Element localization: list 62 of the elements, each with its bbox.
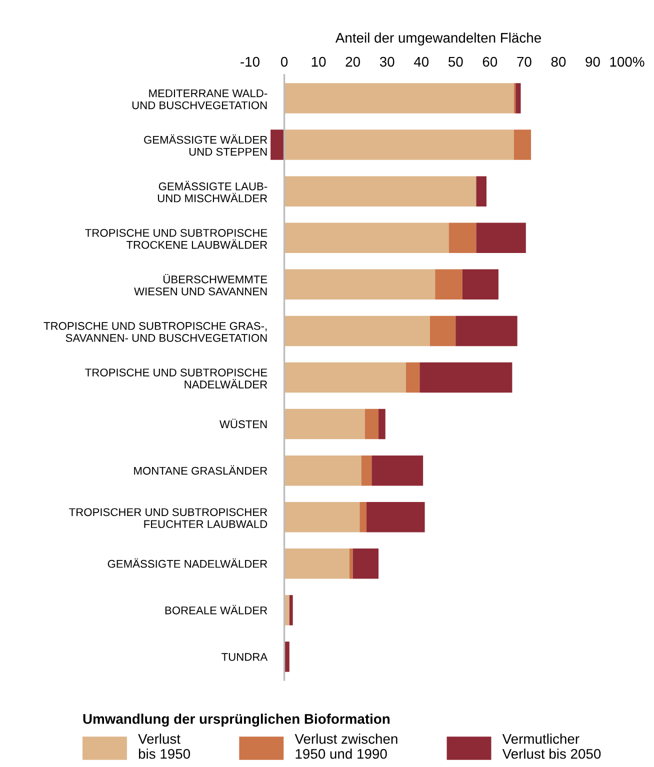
x-tick-label: 90: [586, 56, 600, 67]
bar: [476, 222, 526, 254]
legend-label: Verlust zwischen 1950 und 1990: [294, 734, 398, 759]
bar: [378, 408, 386, 440]
bar: [366, 502, 425, 532]
bar: [284, 269, 436, 300]
bar: [349, 548, 353, 579]
bar: [284, 548, 350, 579]
y-tick-label: BOREALE WÄLDER: [165, 604, 268, 614]
bar: [448, 222, 476, 254]
x-tick-label: 20: [346, 56, 360, 67]
y-tick-label: GEMÄSSIGTE WÄLDER UND STEPPEN: [144, 134, 268, 156]
x-tick-label: 60: [482, 56, 498, 67]
bar: [284, 502, 360, 532]
y-tick-label: TROPISCHE UND SUBTROPISCHE GRAS-, SAVANNEN- UND BUSCHVEGETATION: [44, 322, 267, 342]
y-tick-label: GEMÄSSIGTE LAUB- UND MISCHWÄLDER: [158, 180, 268, 202]
bar: [514, 130, 532, 160]
bar: [284, 455, 362, 486]
bar: [360, 502, 367, 532]
bar: [289, 595, 293, 626]
x-tick-label: 40: [414, 56, 429, 67]
bar: [352, 548, 379, 579]
bar: [284, 222, 449, 254]
x-tick-label: 70: [517, 56, 532, 67]
bar: [406, 362, 420, 393]
y-tick-label: GEMÄSSIGTE NADELWÄLDER: [108, 558, 268, 568]
x-tick-label: 100%: [610, 56, 644, 67]
x-axis-title: Anteil der umgewandelten Fläche: [335, 32, 541, 46]
legend-label: Vermutlicher Verlust bis 2050: [502, 734, 601, 759]
bar: [430, 316, 456, 346]
bar: [284, 408, 365, 440]
y-tick-label: TROPISCHE UND SUBTROPISCHE TROCKENE LAUBWÄLDER: [85, 228, 268, 249]
bar: [361, 455, 372, 486]
x-tick-label: 50: [448, 56, 463, 67]
y-tick-label: TUNDRA: [222, 653, 268, 661]
y-tick-label: WÜSTEN: [220, 418, 267, 428]
y-tick-label: TROPISCHE UND SUBTROPISCHE NADELWÄLDER: [85, 368, 268, 388]
bar: [284, 362, 406, 393]
y-tick-label: TROPISCHER UND SUBTROPISCHER FEUCHTER LAUBWALD: [69, 508, 268, 528]
legend-title: Umwandlung der ursprünglichen Bioformation: [83, 714, 390, 727]
bar: [364, 408, 379, 440]
y-tick-label: MONTANE GRASLÄNDER: [134, 465, 268, 475]
bar: [516, 83, 521, 114]
bar: [284, 130, 514, 160]
bar: [284, 176, 476, 206]
bar: [476, 176, 486, 206]
x-tick-label: 0: [280, 56, 288, 67]
legend-label: Verlust bis 1950: [138, 734, 190, 759]
bar: [462, 269, 498, 300]
bar: [372, 455, 424, 486]
bar: [435, 269, 462, 300]
x-tick-label: 80: [551, 56, 566, 67]
x-tick-label: 30: [380, 56, 394, 67]
bar: [270, 130, 284, 160]
bar: [284, 83, 514, 114]
x-tick-label: 10: [312, 56, 326, 67]
bar: [420, 362, 512, 393]
y-tick-label: ÜBERSCHWEMMTE WIESEN UND SAVANNEN: [134, 274, 268, 296]
bar: [456, 316, 518, 346]
y-tick-label: MEDITERRANE WALD- UND BUSCHVEGETATION: [132, 89, 268, 110]
bar: [284, 316, 430, 346]
x-tick-label: -10: [240, 56, 260, 67]
